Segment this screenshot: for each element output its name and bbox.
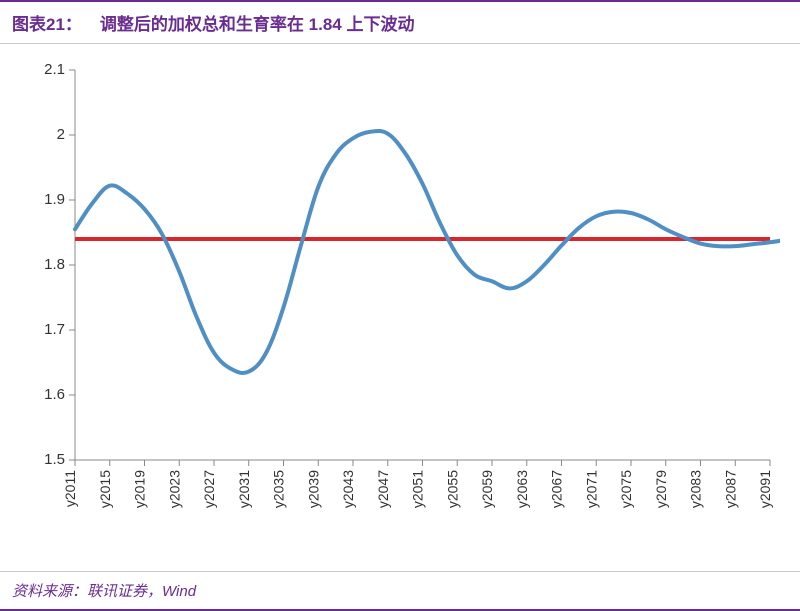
svg-text:y2023: y2023: [166, 470, 182, 508]
svg-text:y2087: y2087: [722, 470, 738, 508]
svg-text:1.9: 1.9: [44, 191, 65, 208]
svg-text:y2083: y2083: [688, 470, 704, 508]
figure-container: 图表21： 调整后的加权总和生育率在 1.84 上下波动 1.5 1.6 1.7 1.8…: [0, 0, 800, 611]
svg-text:y2091: y2091: [757, 470, 773, 508]
svg-text:1.8: 1.8: [44, 256, 65, 273]
svg-text:y2035: y2035: [271, 470, 287, 508]
svg-text:y2039: y2039: [305, 470, 321, 508]
svg-text:y2027: y2027: [201, 470, 217, 508]
source-bar: 资料来源：联讯证券，Wind: [0, 571, 800, 611]
svg-text:y2015: y2015: [97, 470, 113, 508]
svg-text:1.6: 1.6: [44, 386, 65, 403]
chart-title-bar: 图表21： 调整后的加权总和生育率在 1.84 上下波动: [0, 0, 800, 44]
svg-text:1.5: 1.5: [44, 451, 65, 468]
svg-text:y2071: y2071: [583, 470, 599, 508]
source-label: 资料来源：: [12, 583, 87, 600]
svg-text:y2063: y2063: [514, 470, 530, 508]
svg-text:y2051: y2051: [410, 470, 426, 508]
svg-text:y2011: y2011: [62, 470, 78, 507]
svg-text:y2055: y2055: [444, 470, 460, 508]
svg-text:y2059: y2059: [479, 470, 495, 508]
chart-number-label: 图表21：: [12, 15, 82, 34]
chart-title-text: 调整后的加权总和生育率在 1.84 上下波动: [100, 15, 415, 34]
svg-text:y2075: y2075: [618, 470, 634, 508]
svg-text:y2043: y2043: [340, 470, 356, 508]
chart-area: 1.5 1.6 1.7 1.8 1.9 2 2.1 y2011 y2015 y2019 y2023 y…: [20, 60, 780, 551]
svg-text:y2079: y2079: [653, 470, 669, 508]
svg-text:y2047: y2047: [375, 470, 391, 508]
line-chart: 1.5 1.6 1.7 1.8 1.9 2 2.1 y2011 y2015 y2019 y2023 y…: [20, 60, 780, 550]
source-text: 联讯证券，Wind: [87, 583, 196, 600]
svg-text:y2019: y2019: [132, 470, 148, 508]
svg-text:2: 2: [57, 126, 65, 143]
svg-text:y2031: y2031: [236, 470, 252, 508]
svg-text:1.7: 1.7: [44, 321, 65, 338]
fertility-series-line: [75, 131, 780, 373]
svg-text:2.1: 2.1: [44, 61, 65, 78]
svg-text:y2067: y2067: [549, 470, 565, 508]
